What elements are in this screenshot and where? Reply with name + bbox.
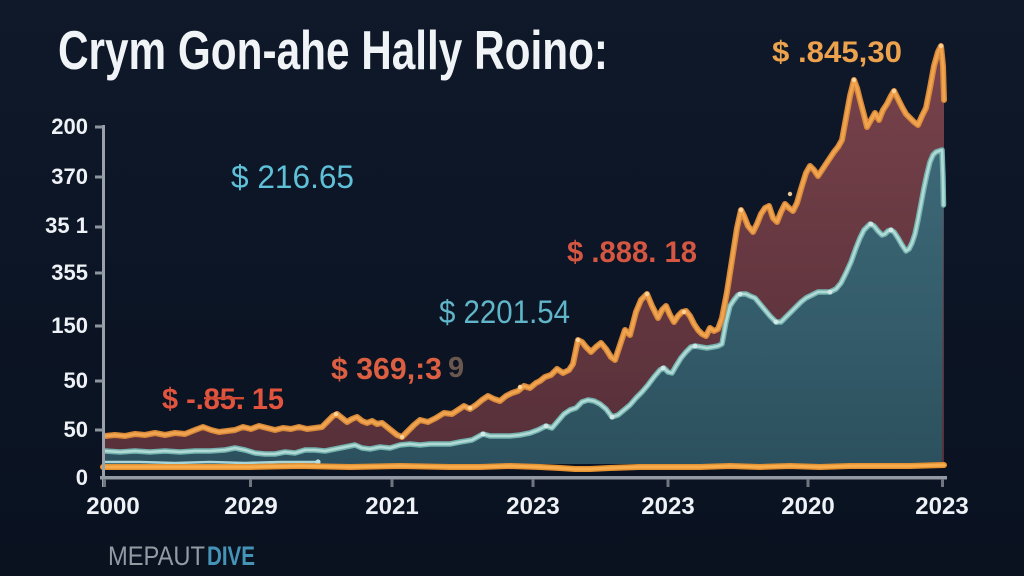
svg-text:$ .845,30: $ .845,30	[772, 36, 902, 69]
svg-text:2000: 2000	[86, 493, 139, 520]
svg-text:50: 50	[64, 368, 88, 393]
svg-text:$ 369,:3: $ 369,:3	[331, 351, 442, 386]
svg-text:200: 200	[51, 114, 88, 139]
svg-text:2023: 2023	[915, 493, 968, 520]
svg-text:MEPAUT: MEPAUT	[108, 541, 205, 571]
svg-text:355: 355	[51, 260, 88, 285]
svg-text:2020: 2020	[781, 493, 834, 520]
svg-text:2029: 2029	[224, 493, 277, 520]
svg-text:0: 0	[76, 465, 88, 490]
svg-text:150: 150	[51, 313, 88, 338]
svg-text:$ .888. 18: $ .888. 18	[567, 236, 697, 269]
svg-text:2021: 2021	[365, 493, 418, 520]
svg-text:2023: 2023	[506, 493, 559, 520]
svg-text:2023: 2023	[641, 493, 694, 520]
svg-text:370: 370	[51, 164, 88, 189]
svg-text:50: 50	[64, 417, 88, 442]
svg-text:$ 216.65: $ 216.65	[231, 159, 354, 195]
svg-text:$ -.85. 15: $ -.85. 15	[162, 383, 284, 416]
svg-text:$ 2201.54: $ 2201.54	[439, 294, 570, 330]
svg-text:9: 9	[448, 352, 464, 384]
svg-text:Crym Gon-ahe Hally Roino:: Crym Gon-ahe Hally Roino:	[58, 19, 608, 81]
svg-text:35 1: 35 1	[45, 213, 88, 238]
svg-text:DIVE: DIVE	[207, 541, 255, 571]
